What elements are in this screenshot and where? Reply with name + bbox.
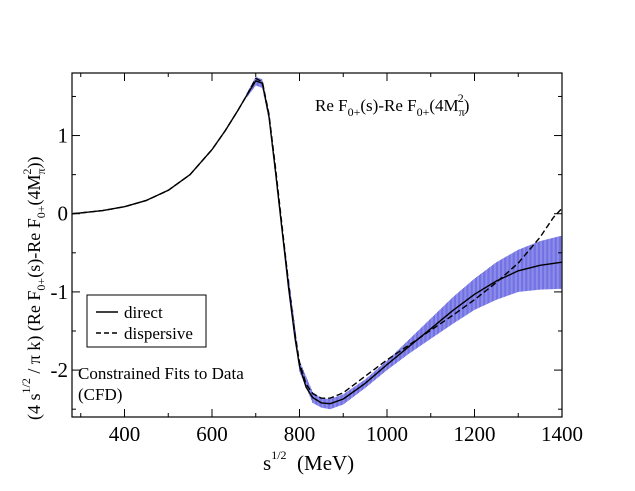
y-tick-label: -1: [51, 280, 69, 304]
series-layer: [71, 77, 563, 405]
legend-label-direct: direct: [124, 303, 163, 322]
uncertainty-band-layer: [246, 76, 563, 410]
x-tick-label: 400: [109, 422, 141, 446]
x-tick-label: 1000: [366, 422, 408, 446]
plot-frame: [71, 72, 563, 418]
legend-label-dispersive: dispersive: [124, 324, 193, 343]
legend-box: [86, 294, 207, 348]
y-axis-title: (4 s1/2 / π k) (Re F0+(s)-Re F0+(4Mπ2)): [19, 156, 48, 420]
tick-layer: 400 600 800 1000 1200 1400 -2 -1 0 1: [51, 73, 583, 446]
x-tick-label: 600: [196, 422, 228, 446]
legend: direct dispersive: [86, 294, 207, 348]
y-tick-label: 1: [58, 124, 69, 148]
y-tick-label: -2: [51, 358, 69, 382]
x-tick-label: 1400: [541, 422, 583, 446]
cfd-note-line1: Constrained Fits to Data: [78, 364, 244, 383]
x-tick-label: 1200: [454, 422, 496, 446]
inset-title: Re F0+(s)-Re F0+(4Mπ2): [315, 91, 469, 119]
y-tick-label: 0: [58, 202, 69, 226]
band-hatching: [246, 77, 563, 410]
series-dispersive-line: [71, 77, 563, 399]
series-direct-line: [71, 80, 563, 405]
direct-uncertainty-band: [247, 76, 562, 410]
x-tick-label: 800: [284, 422, 316, 446]
x-axis-title: s1/2 (MeV): [263, 448, 354, 475]
cfd-note-line2: (CFD): [78, 385, 122, 404]
